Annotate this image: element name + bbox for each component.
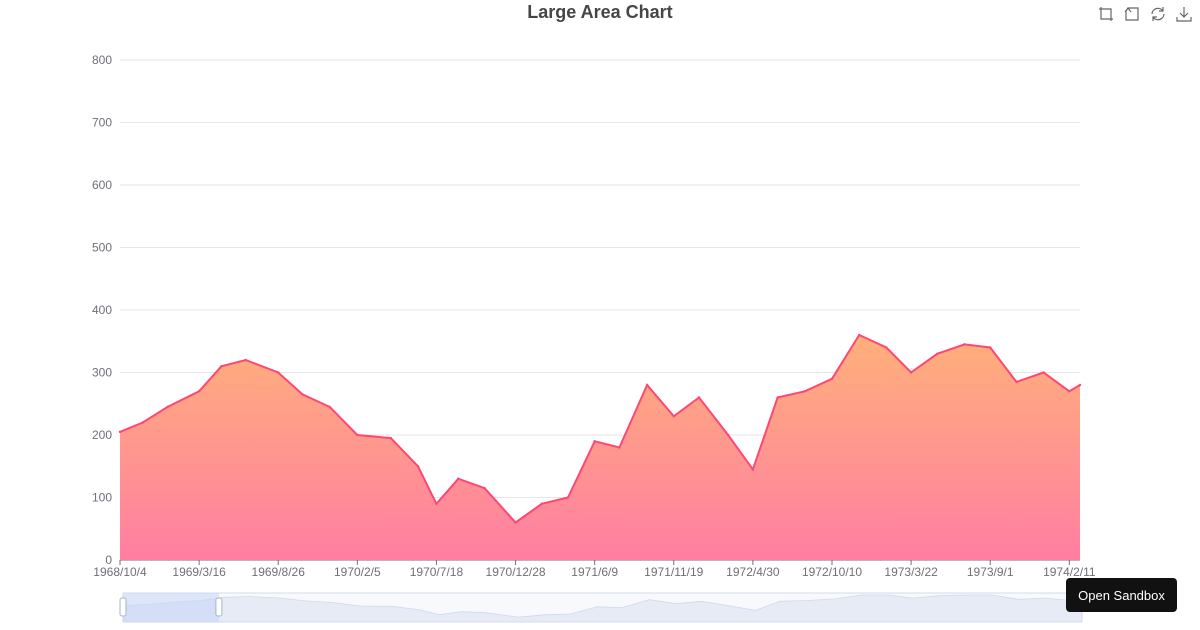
zoom-handle-right[interactable] [215,597,223,617]
data-point [963,343,966,346]
data-point [166,405,169,409]
data-points [118,333,1082,524]
data-zoom-slider[interactable] [119,592,1083,623]
data-point [645,383,649,387]
chart-title: Large Area Chart [527,2,673,22]
data-point [1042,371,1045,374]
save-image-icon[interactable] [1176,6,1192,22]
x-tick-label: 1970/12/28 [486,565,546,579]
x-tick-label: 1973/9/1 [967,565,1014,579]
y-tick-label: 700 [92,116,112,130]
data-point [1015,380,1018,384]
y-axis-ticks: 0 100 200 300 400 500 600 700 800 [92,53,112,567]
data-point [328,405,331,409]
x-tick-label: 1970/2/5 [334,565,381,579]
y-tick-label: 0 [105,553,112,567]
toolbox [1098,6,1192,22]
data-point [416,465,420,468]
data-point [751,468,755,471]
data-point [118,430,122,434]
data-point [356,433,359,437]
data-point [618,446,621,449]
y-tick-label: 300 [92,366,112,380]
data-point [697,396,701,399]
data-point [514,521,517,524]
data-point [483,486,486,490]
zoom-reset-icon[interactable] [1124,6,1140,22]
x-tick-label: 1972/4/30 [726,565,780,579]
data-point [726,433,730,437]
open-sandbox-button[interactable]: Open Sandbox [1066,578,1177,612]
series-area [120,335,1080,560]
x-tick-label: 1971/11/19 [644,565,703,579]
data-point [803,390,807,393]
data-point [936,352,939,355]
x-tick-label: 1973/3/22 [884,565,938,579]
data-point [220,365,223,368]
data-point [141,421,145,424]
data-point [909,371,913,374]
y-tick-label: 400 [92,303,112,317]
data-point [197,390,201,393]
x-tick-label: 1969/3/16 [172,565,226,579]
y-tick-label: 200 [92,428,112,442]
series-line [119,333,1081,524]
zoom-preview [122,594,1083,623]
y-tick-label: 100 [92,491,112,505]
data-point [389,436,393,440]
zoom-icon[interactable] [1098,6,1114,22]
data-point [540,502,543,505]
data-point [989,346,992,349]
restore-icon[interactable] [1150,6,1166,22]
x-tick-label: 1974/2/11 [1043,565,1096,579]
data-point [593,440,596,443]
data-point [857,333,861,337]
y-tick-label: 600 [92,178,112,192]
data-point [301,393,304,396]
data-point [457,477,460,480]
zoom-handle-left[interactable] [119,597,127,617]
x-tick-label: 1969/8/26 [252,565,306,579]
data-point [566,496,570,499]
data-point [435,502,438,505]
data-point [830,377,834,380]
y-tick-label: 800 [92,53,112,67]
data-point [1068,390,1071,393]
data-point [1078,383,1082,387]
x-tick-label: 1970/7/18 [410,565,464,579]
y-tick-label: 500 [92,241,112,255]
x-tick-label: 1968/10/4 [93,565,147,579]
data-point [885,346,888,349]
x-tick-label: 1971/6/9 [571,565,618,579]
data-point [244,358,247,362]
zoom-window[interactable] [123,593,219,622]
x-axis-ticks: 1968/10/4 1969/3/16 1969/8/26 1970/2/5 1970/… [93,559,1096,579]
data-point [776,396,779,399]
data-point [277,371,280,374]
x-tick-label: 1972/10/10 [802,565,862,579]
data-point [672,415,675,418]
